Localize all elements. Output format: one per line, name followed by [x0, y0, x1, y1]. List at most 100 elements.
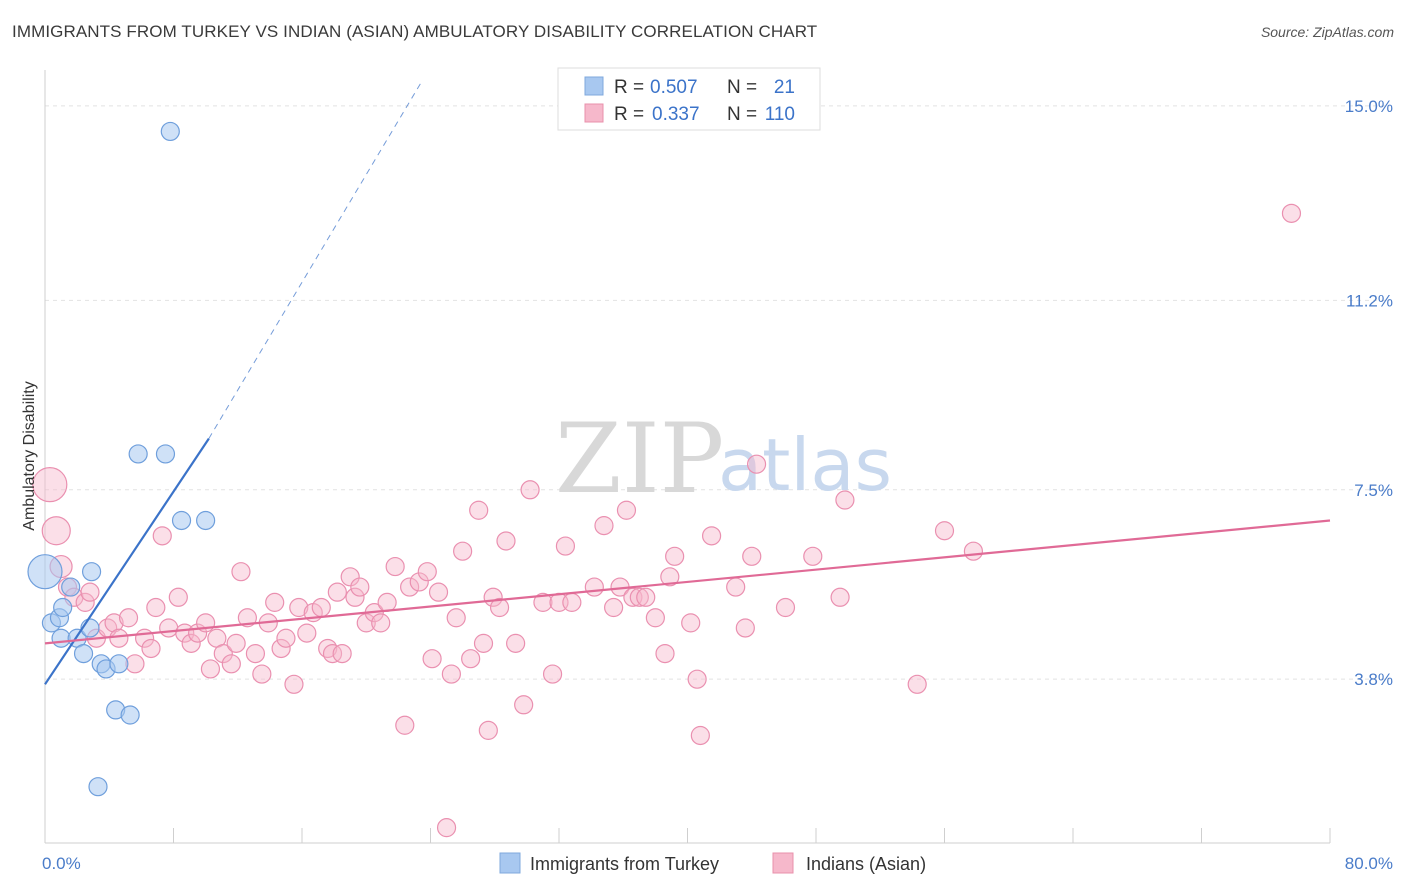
indians-point-61: [446, 608, 466, 628]
indians-point-47: [350, 577, 370, 597]
indians-point-23: [200, 659, 221, 679]
indians-point-36: [284, 674, 304, 694]
y-tick-label-2: 11.2%: [1346, 291, 1393, 310]
indians-point-102: [907, 674, 927, 694]
indians-point-65: [473, 633, 494, 653]
indians-point-37: [289, 597, 309, 618]
indians-point-16: [152, 526, 172, 546]
indians-point-38: [297, 623, 317, 643]
legend-n-label-blue: N =: [727, 77, 757, 98]
grid-lines: [45, 105, 1390, 680]
turkey-point-16: [128, 444, 148, 464]
turkey-point-12: [109, 654, 129, 674]
indians-point-30: [245, 643, 266, 664]
indians-point-76: [555, 536, 576, 556]
indians-point-43: [327, 582, 347, 602]
indians-point-72: [520, 480, 540, 500]
indians-point-14: [141, 638, 161, 659]
indians-point-95: [735, 618, 755, 638]
turkey-point-14: [120, 705, 140, 725]
x-tick-label-max: 80.0%: [1345, 854, 1393, 873]
series-legend-label-turkey: Immigrants from Turkey: [530, 854, 719, 874]
indians-point-79: [594, 516, 614, 536]
indians-point-104: [963, 541, 984, 561]
series-legend-swatch-turkey: [499, 852, 521, 874]
indians-point-98: [775, 597, 796, 618]
indians-point-97: [746, 454, 767, 474]
series-indians-asian: [32, 203, 1302, 838]
indians-point-12: [125, 654, 145, 674]
indians-point-18: [168, 587, 188, 607]
x-tick-marks: [44, 828, 1331, 843]
correlation-legend: R = 0.507 N = 21 R = 0.337 N = 110: [557, 67, 821, 131]
indians-point-31: [252, 664, 272, 684]
indians-point-20: [181, 633, 201, 653]
series-immigrants-from-turkey: [27, 121, 216, 797]
indians-point-46: [345, 587, 365, 607]
legend-swatch-blue: [584, 76, 604, 96]
indians-trend-line: [44, 519, 1331, 645]
indians-point-94: [726, 577, 746, 597]
indians-point-82: [616, 500, 637, 520]
indians-point-53: [395, 715, 415, 735]
watermark-atlas: atlas: [718, 423, 892, 507]
indians-point-74: [542, 664, 563, 684]
indians-point-29: [237, 608, 257, 628]
legend-n-label-pink: N =: [727, 104, 757, 125]
indians-point-93: [701, 526, 722, 546]
turkey-point-3: [53, 597, 73, 618]
turkey-point-15: [88, 777, 108, 797]
indians-point-44: [332, 643, 352, 664]
indians-point-64: [469, 500, 489, 520]
indians-point-60: [441, 664, 461, 684]
indians-point-89: [665, 546, 685, 566]
legend-r-label-pink: R =: [614, 104, 644, 125]
indians-point-57: [422, 649, 442, 669]
indians-point-78: [584, 577, 604, 597]
legend-swatch-pink: [584, 103, 604, 123]
indians-point-62: [453, 541, 473, 561]
indians-point-99: [803, 546, 823, 566]
y-tick-label-3: 15.0%: [1345, 97, 1393, 116]
indians-point-51: [377, 592, 397, 612]
indians-point-58: [428, 582, 449, 602]
turkey-point-5: [51, 628, 71, 648]
indians-point-91: [687, 669, 707, 689]
indians-point-66: [478, 720, 498, 740]
indians-point-25: [213, 643, 233, 664]
turkey-point-4: [61, 577, 81, 597]
y-tick-labels: 3.8% 7.5% 11.2% 15.0%: [1345, 97, 1393, 689]
indians-point-70: [506, 633, 526, 653]
indians-point-55: [409, 572, 429, 592]
indians-point-100: [830, 587, 850, 607]
y-axis-label: Ambulatory Disability: [21, 381, 38, 530]
series-legend-swatch-indians: [772, 852, 794, 874]
indians-point-87: [655, 643, 675, 664]
indians-point-68: [489, 597, 510, 618]
series-legend: Immigrants from Turkey Indians (Asian): [499, 852, 926, 874]
indians-point-86: [645, 608, 665, 628]
turkey-point-19: [196, 510, 216, 531]
indians-point-56: [417, 562, 437, 582]
indians-point-17: [159, 618, 179, 638]
indians-point-90: [681, 613, 701, 633]
x-tick-label-min: 0.0%: [42, 854, 81, 873]
indians-point-88: [660, 567, 680, 587]
indians-point-84: [629, 587, 649, 607]
turkey-point-9: [81, 562, 102, 582]
indians-point-92: [690, 725, 710, 746]
indians-point-96: [742, 546, 762, 566]
legend-n-value-blue: 21: [774, 77, 795, 98]
turkey-point-0: [27, 554, 63, 590]
indians-point-0: [32, 467, 68, 503]
indians-point-105: [1281, 203, 1302, 223]
turkey-point-17: [155, 444, 176, 464]
indians-point-9: [104, 613, 124, 633]
legend-n-value-pink: 110: [765, 104, 795, 125]
indians-point-71: [514, 695, 534, 715]
indians-point-6: [80, 582, 100, 602]
indians-point-33: [265, 592, 285, 612]
indians-point-27: [226, 633, 246, 653]
indians-point-1: [41, 516, 71, 546]
y-tick-label-0: 3.8%: [1354, 670, 1393, 689]
